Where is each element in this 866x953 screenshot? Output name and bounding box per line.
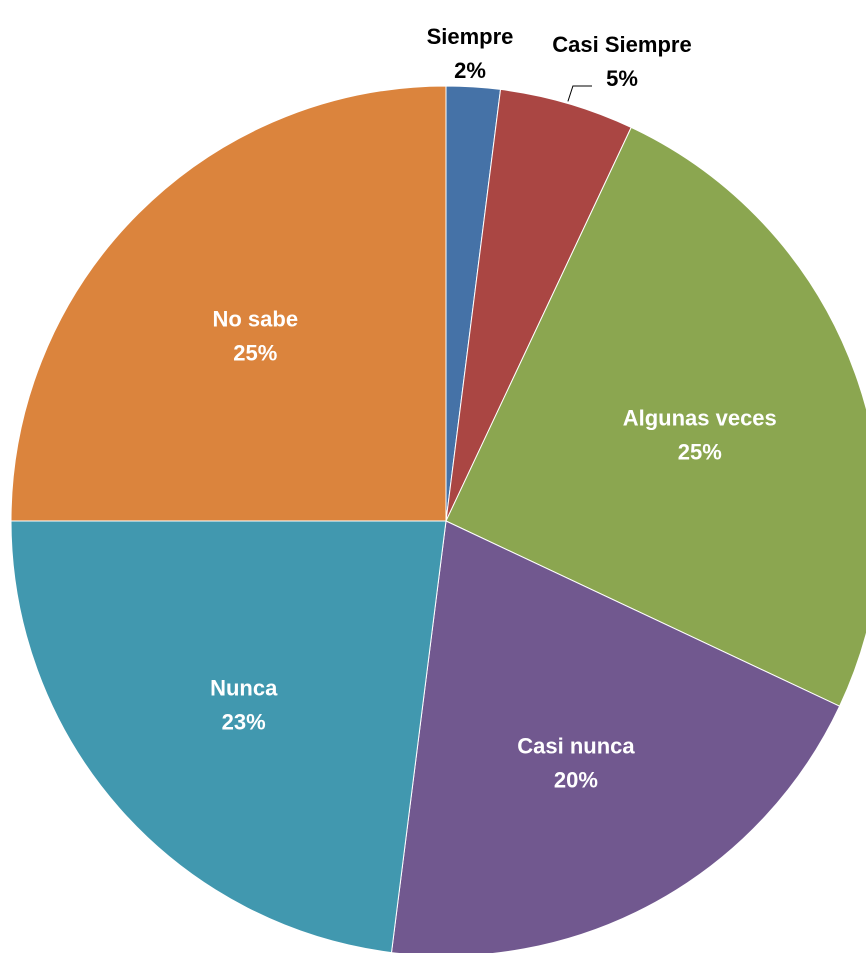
leader-lines [567, 85, 592, 102]
pie-slice-no-sabe [10, 85, 447, 522]
pie-slice-casi-nunca [390, 520, 841, 953]
pie-slice-nunca [10, 520, 447, 953]
slice-label-casi-siempre: Casi Siempre [552, 32, 691, 57]
slice-value-casi-nunca: 20% [554, 767, 598, 792]
slice-label-nunca: Nunca [210, 675, 278, 700]
slice-labels: Siempre 2% Casi Siempre 5% Algunas veces 25% C… [210, 24, 777, 792]
pie-slice-algunas-veces [445, 126, 866, 707]
slice-value-no-sabe: 25% [233, 340, 277, 365]
slice-label-algunas-veces: Algunas veces [623, 406, 777, 431]
leader-line-casi-siempre [567, 85, 592, 102]
pie-slices [10, 85, 866, 953]
slice-label-casi-nunca: Casi nunca [517, 733, 635, 758]
slice-label-no-sabe: No sabe [212, 306, 298, 331]
slice-value-casi-siempre: 5% [606, 66, 638, 91]
slice-value-siempre: 2% [454, 58, 486, 83]
slice-value-nunca: 23% [222, 709, 266, 734]
slice-label-siempre: Siempre [427, 24, 514, 49]
slice-value-algunas-veces: 25% [678, 440, 722, 465]
